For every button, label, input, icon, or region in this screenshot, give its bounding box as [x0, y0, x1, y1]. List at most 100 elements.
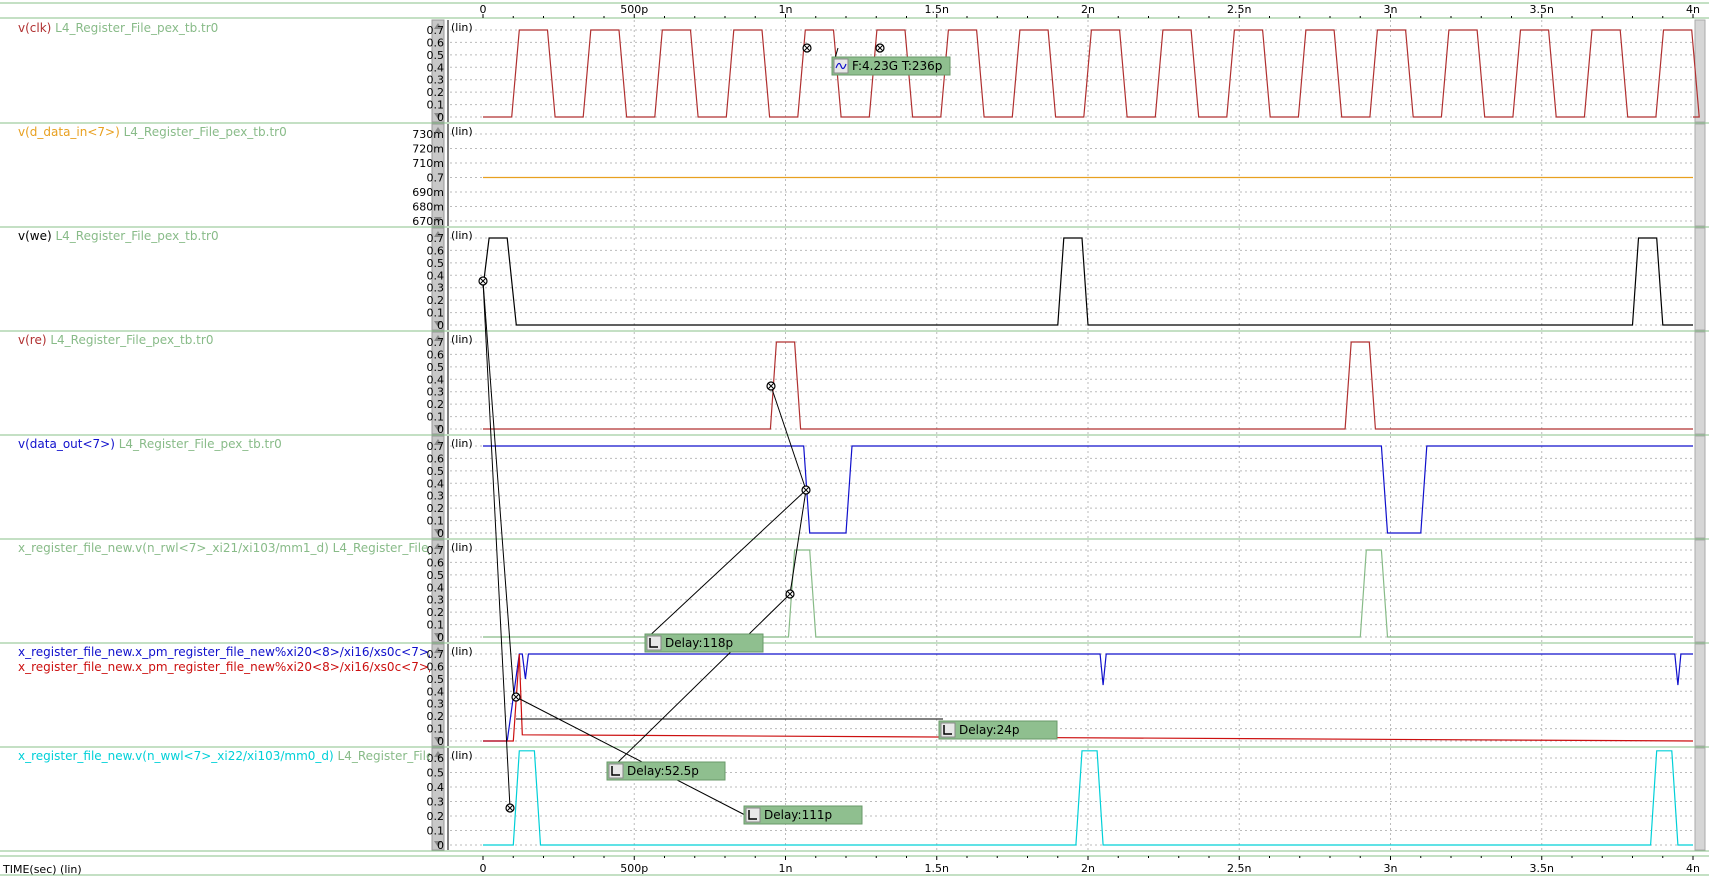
- measure-point-icon[interactable]: [505, 803, 515, 813]
- measurement-box-delay[interactable]: Delay:52.5p: [606, 761, 726, 781]
- time-tick-label: 2n: [1081, 3, 1095, 16]
- y-tick-label: 0.3: [427, 490, 445, 503]
- y-tick-label: 0: [437, 839, 444, 852]
- measurement-box-delay[interactable]: Delay:111p: [743, 805, 863, 825]
- signal-name: v(we): [18, 229, 52, 243]
- y-tick-label: 0.4: [427, 781, 445, 794]
- panel-right-bar[interactable]: [1694, 19, 1706, 123]
- measurement-box-delay[interactable]: Delay:24p: [938, 720, 1058, 740]
- y-tick-label: 0: [437, 735, 444, 748]
- signal-name: v(data_out<7>): [18, 437, 115, 451]
- y-tick-label: 0.7: [427, 336, 445, 349]
- panel-scroll-bar[interactable]: [431, 19, 445, 123]
- scroll-up-icon[interactable]: [434, 335, 442, 341]
- measurement-box-delay[interactable]: Delay:118p: [644, 633, 764, 653]
- panel-scroll-bar[interactable]: [431, 227, 445, 331]
- signal-label-clk[interactable]: v(clk) L4_Register_File_pex_tb.tr0: [18, 21, 430, 36]
- scroll-up-icon[interactable]: [434, 439, 442, 445]
- panel-scroll-bar[interactable]: [431, 331, 445, 435]
- y-tick-label: 0: [437, 111, 444, 124]
- signal-panel-6[interactable]: 0.70.60.50.40.30.20.10 (lin): [0, 643, 1709, 748]
- scroll-up-icon[interactable]: [434, 751, 442, 757]
- y-tick-label: 0.1: [427, 723, 445, 736]
- scroll-down-icon[interactable]: [434, 737, 442, 743]
- signal-label-d-data-in[interactable]: v(d_data_in<7>) L4_Register_File_pex_tb.…: [18, 125, 430, 140]
- scroll-down-icon[interactable]: [434, 841, 442, 847]
- scale-label: (lin): [451, 125, 473, 138]
- y-tick-label: 0.4: [427, 477, 445, 490]
- y-tick-label: 0.1: [427, 307, 445, 320]
- trace-we: [482, 237, 1693, 326]
- measure-point-icon[interactable]: [802, 43, 812, 53]
- time-tick-label: 1.5n: [925, 3, 949, 16]
- measure-point-icon[interactable]: [511, 692, 521, 702]
- panel-right-bar[interactable]: [1694, 643, 1706, 747]
- time-tick-label: 0: [480, 3, 487, 16]
- scroll-down-icon[interactable]: [434, 529, 442, 535]
- panel-right-bar[interactable]: [1694, 747, 1706, 851]
- measure-point-icon[interactable]: [478, 276, 488, 286]
- y-tick-label: 690m: [412, 186, 444, 199]
- panel-scroll-bar[interactable]: [431, 539, 445, 643]
- measure-point-icon[interactable]: [766, 381, 776, 391]
- panel-right-bar[interactable]: [1694, 123, 1706, 227]
- measure-line: [644, 489, 807, 641]
- scroll-down-icon[interactable]: [434, 425, 442, 431]
- measure-point-icon[interactable]: [801, 485, 811, 495]
- signal-label-re[interactable]: v(re) L4_Register_File_pex_tb.tr0: [18, 333, 430, 348]
- time-tick-label: 500p: [620, 862, 648, 875]
- y-tick-label: 0.4: [427, 373, 445, 386]
- panel-right-bar[interactable]: [1694, 227, 1706, 331]
- y-tick-label: 0.5: [427, 465, 445, 478]
- panel-scroll-bar[interactable]: [431, 123, 445, 227]
- y-tick-label: 0: [437, 423, 444, 436]
- panel-right-bar[interactable]: [1694, 435, 1706, 539]
- signal-name: v(re): [18, 333, 47, 347]
- signal-label-pm-b-blue[interactable]: x_register_file_new.x_pm_register_file_n…: [18, 645, 430, 660]
- signal-panel-7[interactable]: 0.6 0.50.4 0.30.2 0.10 (lin): [0, 747, 1709, 852]
- panel-scroll-bar[interactable]: [431, 643, 445, 747]
- trace-re: [483, 341, 1693, 430]
- y-tick-label: 0.4: [427, 685, 445, 698]
- scale-label: (lin): [451, 541, 473, 554]
- panel-right-bar[interactable]: [1694, 331, 1706, 435]
- scroll-up-icon[interactable]: [434, 543, 442, 549]
- y-tick-label: 0.2: [427, 398, 445, 411]
- scroll-up-icon[interactable]: [434, 23, 442, 29]
- y-tick-label: 0.2: [427, 810, 445, 823]
- signal-label-n-wwl[interactable]: x_register_file_new.v(n_wwl<7>_xi22/xi10…: [18, 749, 430, 764]
- panel-scroll-bar[interactable]: [431, 435, 445, 539]
- y-tick-label: 0.6: [427, 660, 445, 673]
- scroll-down-icon[interactable]: [434, 217, 442, 223]
- y-tick-label: 0.3: [427, 74, 445, 87]
- signal-label-pm-b-red[interactable]: x_register_file_new.x_pm_register_file_n…: [18, 660, 430, 675]
- trace-pm-b-red: [483, 653, 1694, 742]
- y-tick-label: 0.3: [427, 282, 445, 295]
- time-tick-label: 3.5n: [1530, 3, 1554, 16]
- signal-label-data-out[interactable]: v(data_out<7>) L4_Register_File_pex_tb.t…: [18, 437, 430, 452]
- panel-scroll-bar[interactable]: [431, 747, 445, 851]
- signal-name: x_register_file_new.x_pm_register_file_n…: [18, 645, 430, 659]
- y-tick-label: 0.3: [427, 594, 445, 607]
- measurement-box-frequency[interactable]: F:4.23G T:236p: [831, 56, 951, 76]
- signal-label-we[interactable]: v(we) L4_Register_File_pex_tb.tr0: [18, 229, 430, 244]
- scroll-up-icon[interactable]: [434, 231, 442, 237]
- measure-point-icon[interactable]: [875, 43, 885, 53]
- y-tick-label: 0.5: [427, 49, 445, 62]
- measure-point-icon[interactable]: [785, 589, 795, 599]
- measure-line: [609, 593, 791, 771]
- scroll-up-icon[interactable]: [434, 127, 442, 133]
- scroll-down-icon[interactable]: [434, 633, 442, 639]
- time-tick-label: 0: [480, 862, 487, 875]
- signal-label-n-rwl[interactable]: x_register_file_new.v(n_rwl<7>_xi21/xi10…: [18, 541, 430, 556]
- y-tick-label: 0.7: [427, 648, 445, 661]
- scroll-down-icon[interactable]: [434, 321, 442, 327]
- panel-right-bar[interactable]: [1694, 539, 1706, 643]
- scroll-up-icon[interactable]: [434, 647, 442, 653]
- y-tick-label: 0.7: [427, 440, 445, 453]
- y-tick-label: 0.6: [427, 244, 445, 257]
- scroll-down-icon[interactable]: [434, 113, 442, 119]
- scale-label: (lin): [451, 437, 473, 450]
